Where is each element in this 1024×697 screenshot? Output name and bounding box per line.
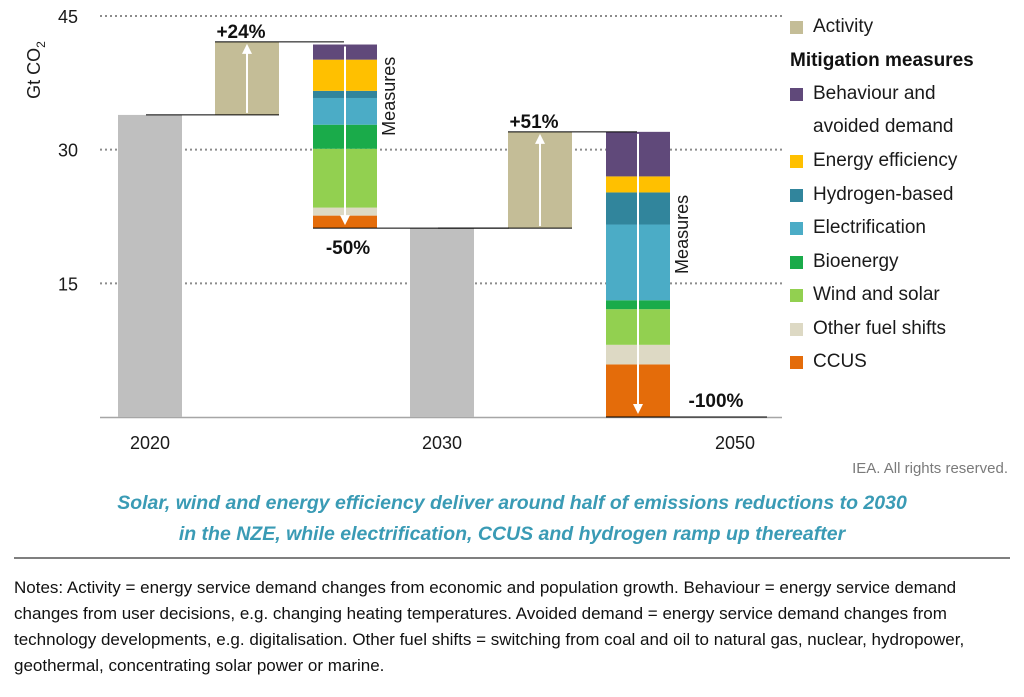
- legend-swatch-ccus: [790, 356, 803, 369]
- arrow-head-measures-2030: [340, 215, 350, 226]
- legend-item-electrification: Electrification: [790, 215, 1020, 249]
- labels: 15 30 45 2020 +24% Measures -50% 2030 +51% Measur…: [58, 7, 755, 453]
- x-tick-label-2030: 2030: [422, 433, 462, 453]
- arrow-head-activity-2050: [535, 133, 545, 144]
- bar-total-2020: [118, 114, 182, 417]
- legend-item-hydrogen: Hydrogen-based: [790, 182, 1020, 216]
- divider: [14, 557, 1010, 559]
- legend-item-bioenergy: Bioenergy: [790, 249, 1020, 283]
- y-tick-label-30: 30: [58, 141, 78, 161]
- legend-label-wind-solar: Wind and solar: [813, 284, 940, 305]
- notes-text: Notes: Activity = energy service demand …: [14, 578, 965, 675]
- legend-item-ccus: CCUS: [790, 349, 1020, 383]
- y-axis-label-subscript: 2: [34, 41, 48, 48]
- arrow-head-measures-2050: [633, 404, 643, 414]
- legend-item-behaviour: Behaviour and avoided demand: [790, 81, 1020, 148]
- pct-label-activity-2050: +51%: [509, 112, 558, 133]
- figure-caption: Solar, wind and energy efficiency delive…: [0, 488, 1024, 550]
- y-tick-label-15: 15: [58, 274, 78, 294]
- legend-swatch-other-fuel: [790, 322, 803, 336]
- arrow-head-activity-2030: [242, 43, 252, 54]
- legend-label-electrification: Electrification: [813, 217, 926, 238]
- y-axis-label-text: Gt CO: [24, 48, 44, 99]
- legend-swatch-bioenergy: [790, 255, 803, 269]
- legend-item-activity: Activity: [790, 14, 1020, 48]
- y-tick-label-45: 45: [58, 7, 78, 27]
- legend-label-efficiency: Energy efficiency: [813, 150, 958, 171]
- legend-item-other-fuel: Other fuel shifts: [790, 316, 1020, 350]
- connectors: [146, 41, 767, 418]
- caption-line-2: in the NZE, while electrification, CCUS …: [178, 523, 846, 545]
- legend-label-activity: Activity: [813, 16, 874, 37]
- measures-label-measures-2030: Measures: [379, 57, 399, 136]
- legend-label-hydrogen: Hydrogen-based: [813, 183, 954, 205]
- legend-label-ccus: CCUS: [813, 351, 867, 372]
- pct-label-activity-2030: +24%: [216, 22, 265, 43]
- legend-swatch-behaviour: [790, 88, 803, 101]
- caption-line-1: Solar, wind and energy efficiency delive…: [117, 492, 907, 514]
- legend-label-behaviour-line1: Behaviour and: [813, 83, 936, 104]
- x-tick-label-2020: 2020: [130, 433, 170, 453]
- legend: Activity Mitigation measures Behaviour a…: [790, 14, 1020, 383]
- legend-swatch-wind-solar: [790, 289, 803, 302]
- bar-total-2030: [410, 228, 474, 417]
- legend-swatch-efficiency: [790, 155, 803, 168]
- legend-label-behaviour: Behaviour and avoided demand: [813, 81, 954, 140]
- legend-label-bioenergy: Bioenergy: [813, 250, 899, 272]
- legend-swatch-activity: [790, 21, 803, 34]
- y-axis-label: Gt CO2: [24, 41, 48, 99]
- legend-heading: Mitigation measures: [790, 49, 974, 71]
- credit-text: IEA. All rights reserved.: [852, 460, 1008, 477]
- legend-item-wind-solar: Wind and solar: [790, 282, 1020, 316]
- legend-label-other-fuel: Other fuel shifts: [813, 317, 947, 339]
- legend-swatch-electrification: [790, 222, 803, 235]
- arrows: [242, 43, 643, 414]
- legend-item-efficiency: Energy efficiency: [790, 148, 1020, 182]
- pct-label-measures-2030: -50%: [326, 238, 370, 259]
- pct-label-measures-2050: -100%: [689, 391, 744, 412]
- waterfall-chart: 15 30 45 2020 +24% Measures -50% 2030 +51% Measur…: [24, 7, 782, 453]
- measures-label-measures-2050: Measures: [672, 195, 692, 274]
- x-tick-label-2050: 2050: [715, 433, 755, 453]
- legend-label-behaviour-line2: avoided demand: [813, 116, 954, 137]
- legend-swatch-hydrogen: [790, 188, 803, 202]
